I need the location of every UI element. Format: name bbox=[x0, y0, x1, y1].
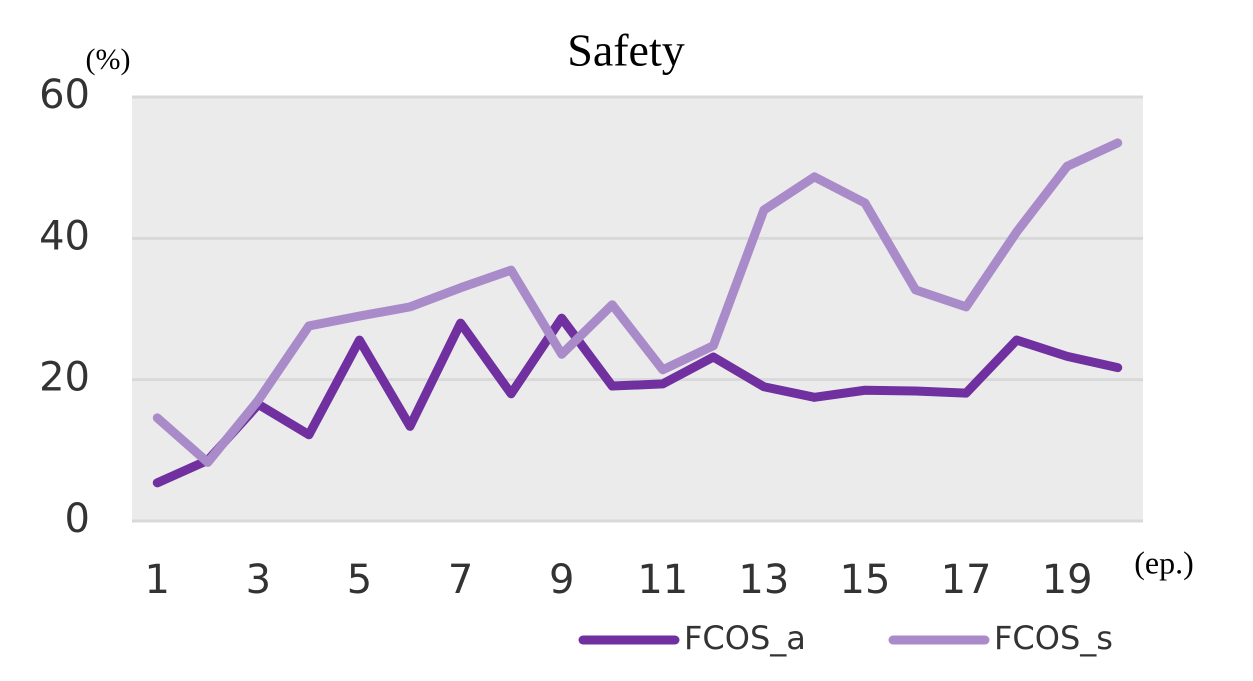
y-unit: (%) bbox=[86, 43, 131, 76]
plot-area bbox=[132, 97, 1143, 521]
x-unit: (ep.) bbox=[1134, 544, 1194, 580]
x-tick-label: 1 bbox=[145, 557, 170, 603]
x-tick-label: 17 bbox=[941, 557, 992, 603]
x-tick-label: 9 bbox=[549, 557, 574, 603]
x-tick-label: 3 bbox=[246, 557, 271, 603]
x-tick-label: 15 bbox=[840, 557, 891, 603]
series-line bbox=[152, 313, 1123, 488]
series-line bbox=[152, 138, 1123, 467]
legend-label: FCOS_s bbox=[994, 619, 1113, 657]
y-tick-label: 0 bbox=[65, 496, 90, 542]
legend-label: FCOS_a bbox=[684, 619, 806, 657]
x-tick-label: 7 bbox=[448, 557, 473, 603]
y-tick-label: 40 bbox=[39, 213, 90, 259]
x-tick-label: 5 bbox=[347, 557, 372, 603]
x-tick-label: 11 bbox=[637, 557, 688, 603]
y-tick-label: 20 bbox=[39, 355, 90, 401]
y-tick-label: 60 bbox=[39, 72, 90, 118]
x-tick-label: 19 bbox=[1042, 557, 1093, 603]
x-tick-label: 13 bbox=[738, 557, 789, 603]
chart-title: Safety bbox=[567, 25, 685, 76]
